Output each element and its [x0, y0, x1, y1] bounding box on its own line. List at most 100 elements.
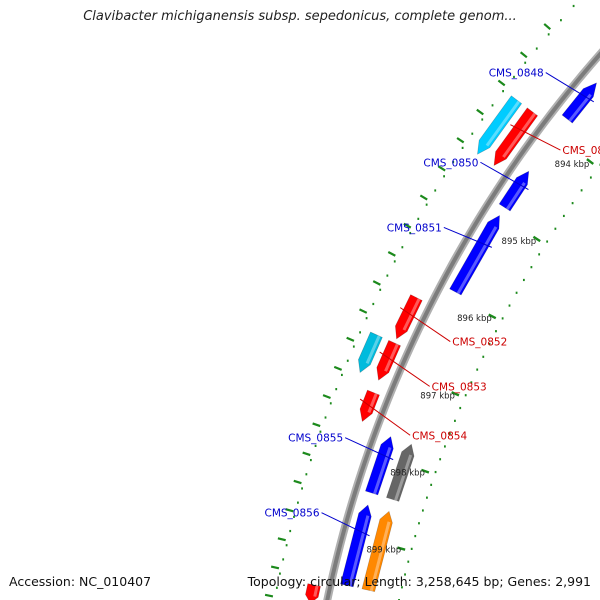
label-leader [359, 398, 411, 436]
minor-tick [372, 280, 381, 286]
gene-shape [340, 504, 372, 588]
gene-arrow[interactable] [477, 95, 523, 155]
guide-dot [282, 558, 285, 561]
gene-shine [313, 585, 319, 597]
guide-dot [365, 317, 368, 320]
guide-dot [470, 381, 473, 384]
guide-dot [309, 458, 312, 462]
guide-dot [421, 509, 424, 512]
guide-dot [535, 47, 538, 50]
guide-dot [459, 406, 462, 410]
guide-dot [407, 560, 410, 563]
guide-dot [513, 75, 515, 79]
gene-label[interactable]: CMS_0848 [489, 68, 544, 80]
guide-dot [418, 522, 420, 525]
gene-arrow[interactable] [376, 339, 401, 381]
minor-tick [359, 308, 368, 314]
minor-tick [346, 336, 355, 342]
gene-shine [365, 335, 381, 364]
gene-shape [395, 294, 423, 340]
guide-dot [546, 240, 549, 243]
minor-tick [387, 251, 396, 257]
gene-shape [305, 583, 321, 600]
gene-arrow[interactable] [305, 583, 321, 600]
map-title: Clavibacter michiganensis subsp. sepedon… [83, 9, 517, 24]
gene-label[interactable]: CMS_0851 [387, 222, 442, 234]
gene-label[interactable]: CMS_0850 [423, 157, 478, 169]
minor-tick [264, 593, 274, 598]
guide-dot [554, 227, 557, 230]
tick-label: 898 kbp [390, 469, 425, 479]
gene-arrow[interactable] [561, 82, 597, 124]
guide-dot [476, 368, 479, 371]
guide-dot [464, 394, 467, 397]
dotted-guides [275, 4, 600, 600]
guide-dot [508, 304, 511, 307]
gene-shape [477, 95, 523, 155]
minor-tick [437, 165, 446, 172]
gene-arrow[interactable] [449, 214, 500, 296]
minor-tick [543, 23, 552, 31]
gene-arrow[interactable] [386, 443, 415, 502]
guide-dot [425, 203, 428, 206]
guide-dot [293, 515, 295, 518]
guide-dot [386, 274, 389, 277]
tick-mark [420, 468, 430, 474]
gene-arrow[interactable] [361, 510, 393, 593]
guide-dot [352, 345, 355, 348]
gene-shine [505, 182, 526, 210]
gene-label[interactable]: CMS_0852 [452, 337, 507, 349]
accession-label: Accession: NC_010407 [9, 574, 152, 589]
gene-shine [485, 100, 521, 147]
gene-label[interactable]: CMS_0849 [562, 145, 600, 157]
gene-label[interactable]: CMS_0855 [288, 433, 343, 445]
guide-dot [589, 176, 592, 179]
guide-dot [393, 260, 396, 263]
label-leader [344, 437, 394, 461]
tick-mark [532, 235, 541, 243]
label-leader [321, 512, 370, 537]
gene-arrow[interactable] [365, 436, 394, 496]
gene-label[interactable]: CMS_0856 [264, 508, 319, 520]
gene-arrow[interactable] [498, 170, 530, 212]
minor-tick [497, 79, 506, 87]
guide-dot [572, 4, 575, 8]
gene-shape [561, 82, 597, 124]
guide-dot [547, 33, 550, 36]
gene-shine [367, 393, 378, 413]
gene-arrow[interactable] [395, 294, 423, 340]
guide-dot [346, 359, 349, 362]
guide-dot [297, 501, 299, 504]
guide-dot [285, 544, 288, 547]
guide-dot [461, 146, 464, 149]
tick-mark [451, 391, 460, 397]
gene-features [305, 82, 597, 600]
tick-mark [397, 546, 406, 551]
guide-dot [452, 160, 455, 164]
gene-label[interactable]: CMS_0853 [432, 381, 487, 393]
guide-dot [305, 473, 308, 476]
tick-label: 895 kbp [502, 237, 537, 247]
gene-shape [386, 443, 415, 502]
minor-tick [293, 479, 302, 485]
minor-tick [419, 194, 428, 201]
tick-label: 894 kbp [555, 160, 590, 170]
guide-dot [439, 458, 442, 461]
tick-label: 897 kbp [420, 391, 455, 401]
backbone-core [325, 51, 600, 600]
guide-dot [571, 202, 574, 205]
guide-dot [409, 231, 412, 235]
guide-dot [454, 419, 456, 422]
guide-dot [404, 573, 406, 576]
gene-arrow[interactable] [358, 331, 383, 374]
guide-dot [401, 246, 404, 249]
gene-arrow[interactable] [493, 107, 539, 166]
guide-dot [524, 61, 527, 64]
guide-dot [319, 430, 322, 433]
guide-dot [444, 445, 446, 448]
minor-tick [302, 451, 311, 457]
guide-dot [560, 19, 562, 22]
guide-dot [501, 317, 504, 320]
gene-label[interactable]: CMS_0854 [412, 430, 467, 442]
guide-dot [491, 104, 494, 107]
